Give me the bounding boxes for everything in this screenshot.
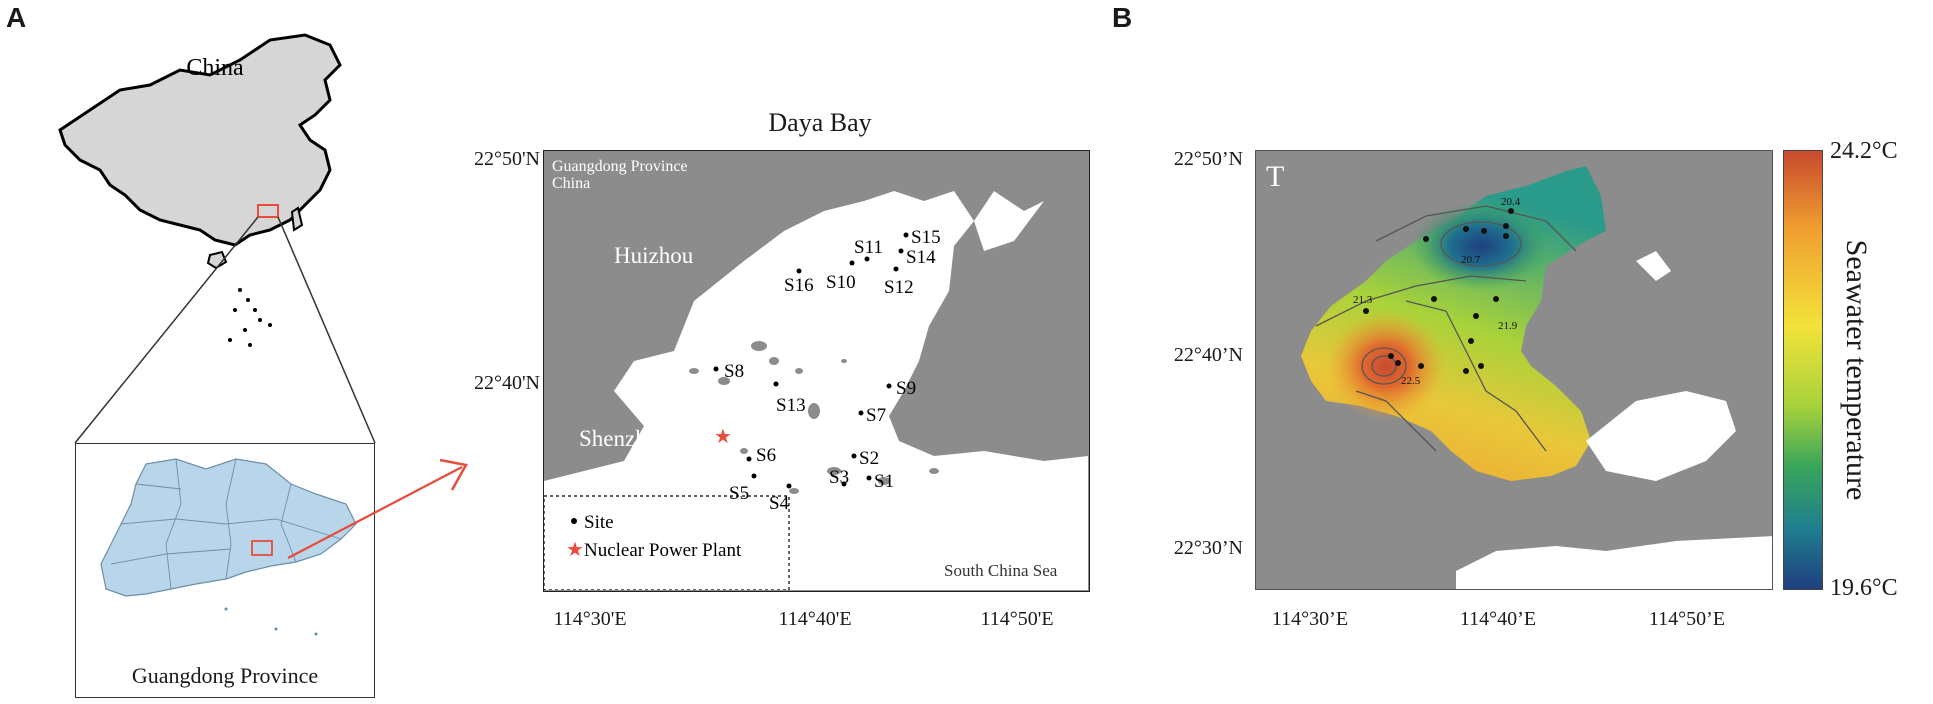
site-s6-dot — [746, 456, 752, 462]
contour-labels: 20.4 20.7 21.3 21.9 22.5 — [1353, 196, 1521, 387]
sampling-sites: S1 S2 S3 S4 S5 S6 S7 S8 S9 S10 S11 S12 S… — [713, 227, 941, 514]
temp-x-tick-2: 114°40’E — [1459, 608, 1537, 630]
temperature-sites — [1363, 208, 1514, 374]
cold-anomaly — [1411, 201, 1551, 291]
site-s13-dot — [773, 381, 779, 387]
daya-x-tick-2: 114°40'E — [778, 608, 852, 630]
site-s14-dot — [898, 248, 904, 254]
daya-x-tick-3: 114°50'E — [980, 608, 1054, 630]
site-s6-label: S6 — [756, 445, 776, 466]
guangdong-inset: Guangdong Province — [75, 443, 375, 698]
site-s12-label: S12 — [884, 277, 914, 298]
site-s16-dot — [796, 268, 802, 274]
daya-x-tick-1: 114°30'E — [553, 608, 627, 630]
site-s11-label: S11 — [854, 237, 883, 258]
contour-label-20-7: 20.7 — [1461, 254, 1481, 266]
site-s13-label: S13 — [776, 395, 806, 416]
daya-bay-highlight-box — [251, 540, 273, 556]
temp-x-tick-1: 114°30’E — [1271, 608, 1349, 630]
temp-y-tick-1: 22°50’N — [1173, 148, 1243, 170]
site-s10-label: S10 — [826, 272, 856, 293]
region-label-country: China — [552, 175, 590, 192]
temp-x-tick-3: 114°50’E — [1648, 608, 1726, 630]
guangdong-internal-borders — [110, 458, 342, 590]
daya-bay-svg: Site ★ Nuclear Power Plant Guangdong Pro… — [544, 158, 1088, 591]
site-s8-label: S8 — [724, 361, 744, 382]
china-title: China — [186, 55, 244, 81]
site-s1-dot — [866, 475, 872, 481]
site-s5-dot — [751, 473, 757, 479]
legend-plant-marker: ★ — [566, 539, 584, 561]
nuclear-plant-marker: ★ — [714, 426, 732, 448]
temperature-panel-label: T — [1266, 160, 1284, 193]
site-s4-label: S4 — [769, 493, 790, 514]
temperature-svg: 20.4 20.7 21.3 21.9 22.5 T — [1266, 160, 1772, 589]
temperature-map-frame: 20.4 20.7 21.3 21.9 22.5 T — [1255, 150, 1773, 590]
isotherm-lines — [1315, 205, 1577, 452]
temperature-map-white-areas — [1456, 251, 1772, 589]
legend-box — [544, 495, 790, 591]
site-s5-label: S5 — [729, 483, 749, 504]
hainan-island — [206, 250, 228, 270]
daya-bay-map-frame: Site ★ Nuclear Power Plant Guangdong Pro… — [543, 150, 1090, 592]
colorbar-max-label: 24.2°C — [1830, 138, 1898, 164]
temp-y-tick-2: 22°40’N — [1173, 344, 1243, 366]
daya-bay-islands — [689, 341, 939, 494]
site-s7-dot — [858, 410, 864, 416]
place-south-china-sea: South China Sea — [944, 561, 1058, 580]
site-s8-dot — [713, 366, 719, 372]
site-s10-dot — [849, 260, 855, 266]
daya-y-tick-1: 22°50'N — [473, 148, 540, 170]
place-shenzhen: Shenzhen — [579, 426, 669, 451]
site-s9-label: S9 — [896, 378, 916, 399]
taiwan-island — [290, 206, 304, 232]
colorbar — [1783, 150, 1823, 590]
panel-letter-b: B — [1112, 2, 1133, 33]
china-landmass — [58, 33, 342, 247]
site-s7-label: S7 — [866, 405, 886, 426]
site-s15-label: S15 — [911, 227, 941, 248]
site-s15-dot — [903, 232, 909, 238]
region-highlight-box — [257, 204, 279, 218]
site-s9-dot — [886, 383, 892, 389]
site-s14-label: S14 — [906, 247, 936, 268]
contour-label-21-9: 21.9 — [1498, 320, 1518, 332]
contour-label-21-3: 21.3 — [1353, 294, 1373, 306]
legend-site-marker — [571, 518, 577, 524]
contour-label-20-4: 20.4 — [1501, 196, 1521, 208]
place-huizhou: Huizhou — [614, 243, 694, 268]
china-overview-map: China — [58, 33, 342, 347]
site-s2-label: S2 — [859, 448, 879, 469]
colorbar-title: Seawater temperature — [1840, 239, 1873, 501]
site-s3-label: S3 — [829, 467, 849, 488]
site-s16-label: S16 — [784, 275, 814, 296]
guangdong-map — [100, 458, 357, 636]
daya-bay-title: Daya Bay — [768, 108, 872, 137]
guangdong-title: Guangdong Province — [131, 663, 319, 688]
site-s3-dot — [841, 481, 847, 487]
site-s11-dot — [864, 256, 870, 262]
colorbar-min-label: 19.6°C — [1830, 575, 1898, 601]
contour-label-22-5: 22.5 — [1401, 375, 1421, 387]
temp-y-tick-3: 22°30’N — [1173, 537, 1243, 559]
daya-bay-ne-inlet — [974, 191, 1044, 251]
daya-y-tick-2: 22°40'N — [473, 372, 540, 394]
site-s12-dot — [893, 266, 899, 272]
site-s1-label: S1 — [874, 471, 894, 492]
legend-plant-label: Nuclear Power Plant — [584, 540, 742, 561]
hot-anomaly — [1326, 311, 1446, 421]
panel-letter-a: A — [6, 2, 27, 33]
region-label-province: Guangdong Province — [552, 158, 688, 175]
south-china-sea-islands — [228, 288, 272, 347]
guangdong-islands — [224, 607, 318, 636]
site-s4-dot — [786, 483, 792, 489]
legend-site-label: Site — [584, 512, 614, 533]
daya-bay-water — [544, 191, 1088, 590]
site-s2-dot — [851, 453, 857, 459]
